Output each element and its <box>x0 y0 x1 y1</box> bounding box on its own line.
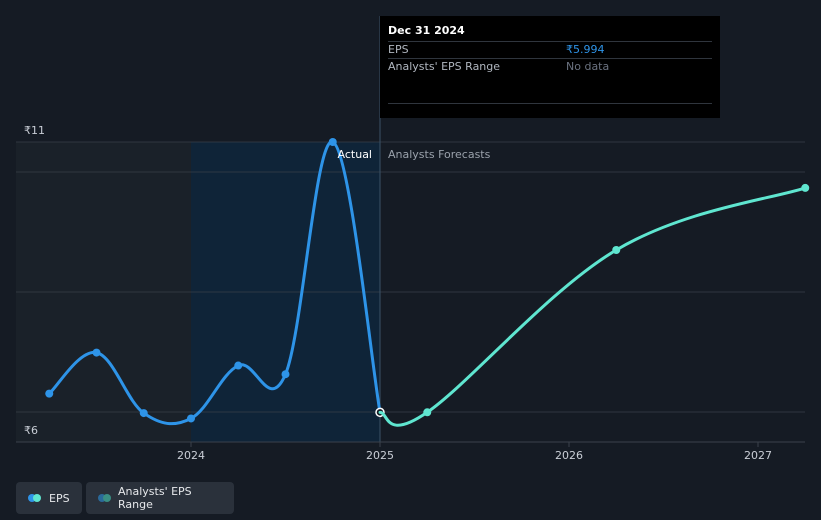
eps-point-actual <box>281 370 290 379</box>
region-labels: Actual Analysts Forecasts <box>338 148 491 161</box>
eps-legend-icon <box>28 494 42 502</box>
x-tick-label: 2024 <box>177 449 205 462</box>
tooltip-range-row: Analysts' EPS Range No data <box>388 58 712 75</box>
eps-swatch-dot-actual <box>28 494 36 502</box>
tooltip-eps-label: EPS <box>388 43 409 56</box>
tooltip-divider <box>388 103 712 104</box>
eps-line-forecast <box>378 186 807 427</box>
y-tick-label: ₹6 <box>24 424 38 437</box>
region-label-forecast: Analysts Forecasts <box>388 148 491 161</box>
x-tick-label: 2026 <box>555 449 583 462</box>
tooltip-range-label: Analysts' EPS Range <box>388 60 501 73</box>
eps-point-actual <box>234 361 243 370</box>
y-tick-label: ₹11 <box>24 124 45 137</box>
eps-point-forecast <box>801 183 810 192</box>
tooltip-eps-row: EPS ₹5.994 <box>388 41 712 58</box>
eps-point-actual <box>45 389 54 398</box>
range-swatch-dot-forecast <box>103 494 111 502</box>
tooltip-range-value: No data <box>566 60 610 73</box>
eps-point-actual <box>139 409 148 418</box>
tooltip-date: Dec 31 2024 <box>388 24 465 37</box>
eps-range-legend-icon <box>98 494 111 502</box>
legend-label-eps-range: Analysts' EPS Range <box>118 485 192 511</box>
legend-label-eps: EPS <box>49 491 70 505</box>
eps-line-actual <box>47 140 382 426</box>
x-tick-label: 2025 <box>366 449 394 462</box>
eps-swatch-dot-forecast <box>33 494 41 502</box>
legend-item-eps-range[interactable]: Analysts' EPS Range <box>86 482 234 514</box>
tooltip: Dec 31 2024 EPS ₹5.994 Analysts' EPS Ran… <box>380 16 720 118</box>
legend-item-eps[interactable]: EPS <box>16 482 82 514</box>
series[interactable] <box>45 138 810 427</box>
eps-point-actual <box>187 414 195 423</box>
eps-point-forecast <box>423 408 432 417</box>
axes: ₹11 ₹6 2024 2025 2026 2027 <box>16 124 805 462</box>
range-swatch-dot-actual <box>98 494 106 502</box>
region-label-actual: Actual <box>338 148 372 161</box>
eps-point-actual <box>92 348 101 357</box>
eps-point-actual <box>328 138 337 146</box>
eps-point-forecast <box>612 246 621 254</box>
tooltip-eps-value: ₹5.994 <box>566 43 605 56</box>
x-tick-label: 2027 <box>744 449 772 462</box>
